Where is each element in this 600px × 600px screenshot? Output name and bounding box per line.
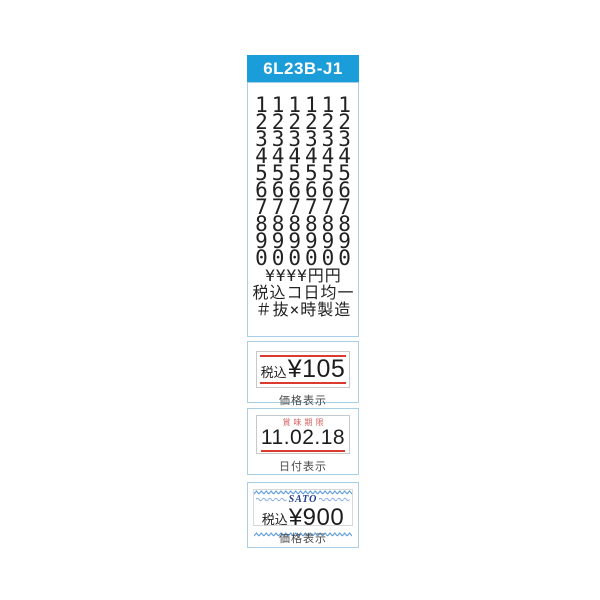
- label-spec-strip: 6L23B-J1 111111 222222 333333 444444 555…: [247, 55, 359, 548]
- chart-row-kanji-1: 税込コ日均一: [252, 283, 355, 302]
- character-chart: 111111 222222 333333 444444 555555 66666…: [247, 82, 359, 337]
- tax-included-prefix: 税込: [260, 365, 287, 380]
- chart-row-7: 777777: [255, 195, 355, 219]
- chart-row-2: 222222: [255, 110, 355, 134]
- sample-caption: 価格表示: [279, 533, 327, 545]
- date-label-sample: 賞味期限 11.02.18: [256, 415, 350, 454]
- zigzag-border-top-icon: [254, 490, 352, 495]
- chart-row-9: 999999: [255, 229, 355, 253]
- sample-date-label-section: 賞味期限 11.02.18 日付表示: [247, 408, 359, 475]
- zigzag-border-bottom-icon: [254, 532, 352, 537]
- chart-row-yen: ¥¥¥¥円円: [265, 266, 342, 285]
- tax-included-prefix: 税込: [261, 511, 288, 527]
- price-value: ¥900: [288, 504, 345, 531]
- best-before-title: 賞味期限: [282, 418, 327, 427]
- sato-logo-text: SATO: [288, 494, 318, 505]
- sample-caption: 日付表示: [279, 461, 327, 473]
- wavy-line-left-icon: [256, 497, 287, 502]
- chart-row-4: 444444: [255, 144, 355, 168]
- price-label-sample: 税込 ¥105: [256, 351, 350, 388]
- price-line: 税込 ¥900: [254, 504, 352, 532]
- chart-row-5: 555555: [255, 161, 355, 185]
- chart-row-6: 666666: [255, 178, 355, 202]
- sample-price-label-section: 税込 ¥105 価格表示: [247, 341, 359, 407]
- sample-logo-label-section: SATO 税込 ¥900: [247, 482, 359, 548]
- sato-logo-row: SATO: [254, 494, 352, 505]
- price-value: ¥105: [287, 355, 346, 383]
- chart-row-kanji-2: ＃抜×時製造: [255, 300, 352, 319]
- chart-row-1: 111111: [255, 93, 355, 117]
- model-number: 6L23B-J1: [263, 58, 343, 78]
- chart-row-8: 888888: [255, 212, 355, 236]
- date-value: 11.02.18: [260, 426, 346, 449]
- sample-caption: 価格表示: [279, 395, 327, 407]
- price-line: 税込 ¥105: [261, 355, 346, 384]
- model-header: 6L23B-J1: [247, 55, 359, 82]
- sato-label-sample: SATO 税込 ¥900: [253, 489, 353, 537]
- chart-row-3: 333333: [255, 127, 355, 151]
- wavy-line-right-icon: [319, 497, 350, 502]
- chart-row-0: 000000: [255, 246, 355, 270]
- red-rule-underline: [261, 450, 345, 452]
- red-rule-top: [260, 355, 346, 357]
- red-rule-bottom: [260, 382, 346, 384]
